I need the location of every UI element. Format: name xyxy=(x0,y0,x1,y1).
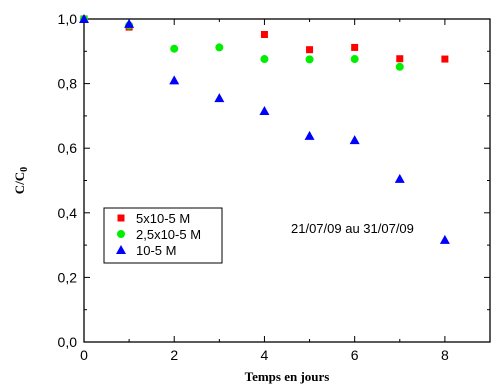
data-point-triangle xyxy=(214,93,225,103)
data-points xyxy=(79,14,450,244)
date-annotation: 21/07/09 au 31/07/09 xyxy=(291,221,414,236)
data-point-square xyxy=(441,55,449,63)
legend-marker-circle xyxy=(117,230,125,238)
y-tick-label: 0,2 xyxy=(58,269,78,285)
y-tick-label: 0,0 xyxy=(58,334,78,350)
y-axis-title-main: C/C xyxy=(12,172,27,194)
legend-marker-triangle xyxy=(116,245,126,254)
data-point-triangle xyxy=(169,75,180,85)
x-tick-label: 2 xyxy=(170,347,178,363)
axis-tick-labels: 0 2 4 6 8 0,0 0,2 0,4 0,6 0,8 1,0 xyxy=(58,11,449,363)
data-point-triangle xyxy=(439,234,450,244)
legend-entry: 10-5 M xyxy=(116,243,176,258)
series-triangle xyxy=(79,14,450,244)
y-tick-label: 1,0 xyxy=(58,11,78,27)
legend-label: 2,5x10-5 M xyxy=(136,227,201,242)
data-point-triangle xyxy=(124,18,135,28)
data-point-circle xyxy=(305,55,314,64)
y-axis-title: C/C0 xyxy=(12,167,30,194)
legend-entry: 2,5x10-5 M xyxy=(117,227,201,242)
data-point-triangle xyxy=(394,173,405,183)
legend: 5x10-5 M2,5x10-5 M10-5 M xyxy=(103,207,223,264)
legend-marker-square xyxy=(117,214,125,222)
data-point-circle xyxy=(395,62,404,71)
data-point-square xyxy=(396,55,404,63)
data-point-circle xyxy=(350,55,359,64)
data-point-triangle xyxy=(304,130,315,140)
x-tick-label: 8 xyxy=(441,347,449,363)
x-tick-label: 4 xyxy=(261,347,269,363)
y-tick-label: 0,8 xyxy=(58,76,78,92)
data-point-square xyxy=(351,43,359,51)
y-tick-label: 0,4 xyxy=(58,205,78,221)
data-point-square xyxy=(306,46,314,54)
legend-label: 5x10-5 M xyxy=(136,211,190,226)
plot-border xyxy=(83,18,491,343)
legend-label: 10-5 M xyxy=(136,243,176,258)
data-point-circle xyxy=(215,43,224,52)
y-axis-title-subscript: 0 xyxy=(19,167,30,172)
axis-ticks xyxy=(83,18,490,343)
data-point-triangle xyxy=(349,135,360,145)
plot-frame xyxy=(83,18,491,343)
data-point-triangle xyxy=(259,106,270,116)
x-axis-title: Temps en jours xyxy=(245,369,330,384)
x-tick-label: 0 xyxy=(80,347,88,363)
data-point-circle xyxy=(260,55,269,64)
svg-text:C/C0: C/C0 xyxy=(12,167,30,194)
data-point-triangle xyxy=(79,14,89,23)
x-tick-label: 6 xyxy=(351,347,359,363)
data-point-square xyxy=(260,31,268,39)
legend-entry: 5x10-5 M xyxy=(117,211,190,226)
data-point-circle xyxy=(170,44,179,53)
y-tick-label: 0,6 xyxy=(58,140,78,156)
